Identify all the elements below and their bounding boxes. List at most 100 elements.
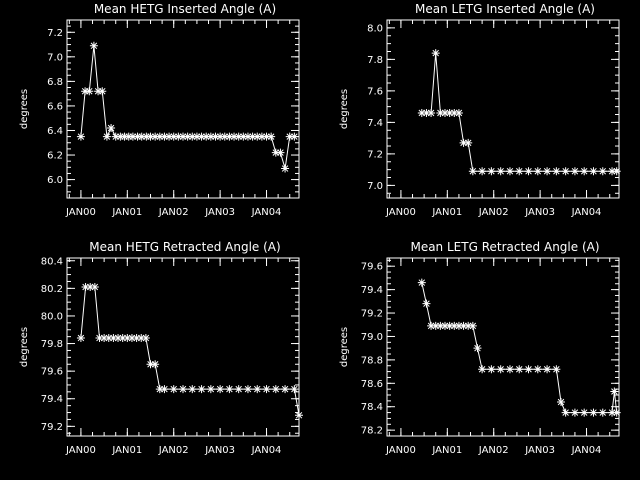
data-point: [436, 321, 445, 330]
x-tick-label: JAN01: [111, 207, 142, 218]
data-point: [262, 385, 271, 394]
data-point: [561, 167, 570, 176]
data-point: [290, 385, 299, 394]
data-point: [580, 167, 589, 176]
data-point: [454, 321, 463, 330]
data-point: [192, 132, 201, 141]
x-tick-label: JAN02: [158, 207, 189, 218]
data-point: [290, 132, 299, 141]
x-tick-label: JAN01: [431, 445, 462, 456]
data-point: [610, 387, 619, 396]
data-point: [285, 132, 294, 141]
data-point: [188, 132, 197, 141]
data-point: [76, 132, 85, 141]
data-point: [598, 408, 607, 417]
data-point: [533, 167, 542, 176]
data-point: [114, 334, 123, 343]
data-point: [118, 334, 127, 343]
data-point: [220, 132, 229, 141]
data-point: [295, 411, 303, 420]
data-point: [151, 132, 160, 141]
data-point: [234, 385, 243, 394]
data-point: [422, 108, 431, 117]
data-point: [230, 132, 239, 141]
y-tick-label: 7.8: [367, 55, 383, 66]
data-point: [478, 365, 487, 374]
data-point: [206, 132, 215, 141]
data-point: [95, 334, 104, 343]
x-tick-label: JAN03: [204, 207, 235, 218]
data-point: [431, 321, 440, 330]
data-point: [98, 87, 107, 96]
data-point: [146, 360, 155, 369]
data-point: [202, 132, 211, 141]
y-axis-label: degrees: [19, 89, 30, 129]
y-tick-label: 7.6: [367, 86, 383, 97]
y-tick-label: 79.2: [361, 309, 383, 320]
data-point: [608, 408, 617, 417]
data-point: [478, 167, 487, 176]
data-point: [120, 132, 129, 141]
plot-frame: [386, 257, 620, 437]
data-point: [281, 164, 290, 173]
data-point: [142, 132, 151, 141]
x-tick-label: JAN04: [571, 207, 602, 218]
data-point: [155, 385, 164, 394]
data-point: [124, 132, 133, 141]
data-point: [427, 108, 436, 117]
data-point: [445, 108, 454, 117]
data-point: [524, 365, 533, 374]
data-point: [422, 299, 431, 308]
data-point: [253, 132, 262, 141]
y-tick-label: 78.2: [361, 426, 383, 437]
y-tick-label: 79.4: [41, 394, 63, 405]
y-tick-label: 79.0: [361, 332, 383, 343]
data-point: [94, 87, 103, 96]
y-tick-label: 7.4: [367, 118, 383, 129]
data-point: [464, 138, 473, 147]
x-tick-label: JAN02: [478, 207, 509, 218]
y-tick-label: 78.4: [361, 402, 383, 413]
x-tick-label: JAN03: [524, 445, 555, 456]
panel-title: Mean LETG Inserted Angle (A): [415, 2, 595, 16]
data-point: [552, 167, 561, 176]
data-point: [160, 385, 169, 394]
data-point: [496, 167, 505, 176]
x-tick-label: JAN04: [251, 445, 282, 456]
data-point: [561, 408, 570, 417]
data-point: [146, 132, 155, 141]
data-point: [85, 87, 94, 96]
data-point: [116, 132, 125, 141]
data-point: [188, 385, 197, 394]
data-point: [464, 321, 473, 330]
plot-frame: [66, 257, 300, 437]
panel-title: Mean LETG Retracted Angle (A): [410, 240, 599, 254]
data-point: [81, 87, 90, 96]
x-tick-label: JAN02: [478, 445, 509, 456]
data-point: [107, 124, 116, 133]
data-point: [450, 108, 459, 117]
data-point: [417, 108, 426, 117]
data-point: [111, 132, 120, 141]
data-point: [89, 41, 98, 50]
data-point: [169, 132, 178, 141]
data-point: [239, 132, 248, 141]
y-tick-label: 7.0: [47, 52, 63, 63]
data-point: [127, 334, 136, 343]
x-tick-label: JAN00: [385, 207, 416, 218]
data-point: [179, 385, 187, 394]
y-tick-label: 6.6: [47, 101, 63, 112]
data-point: [160, 132, 169, 141]
data-point: [505, 365, 514, 374]
data-point: [243, 132, 252, 141]
data-point: [128, 132, 137, 141]
data-point: [459, 321, 468, 330]
x-tick-label: JAN02: [158, 445, 189, 456]
data-point: [612, 408, 621, 417]
y-tick-label: 80.2: [41, 284, 63, 295]
data-point: [570, 167, 579, 176]
data-point: [543, 365, 552, 374]
data-point: [441, 321, 449, 330]
data-point: [533, 365, 542, 374]
